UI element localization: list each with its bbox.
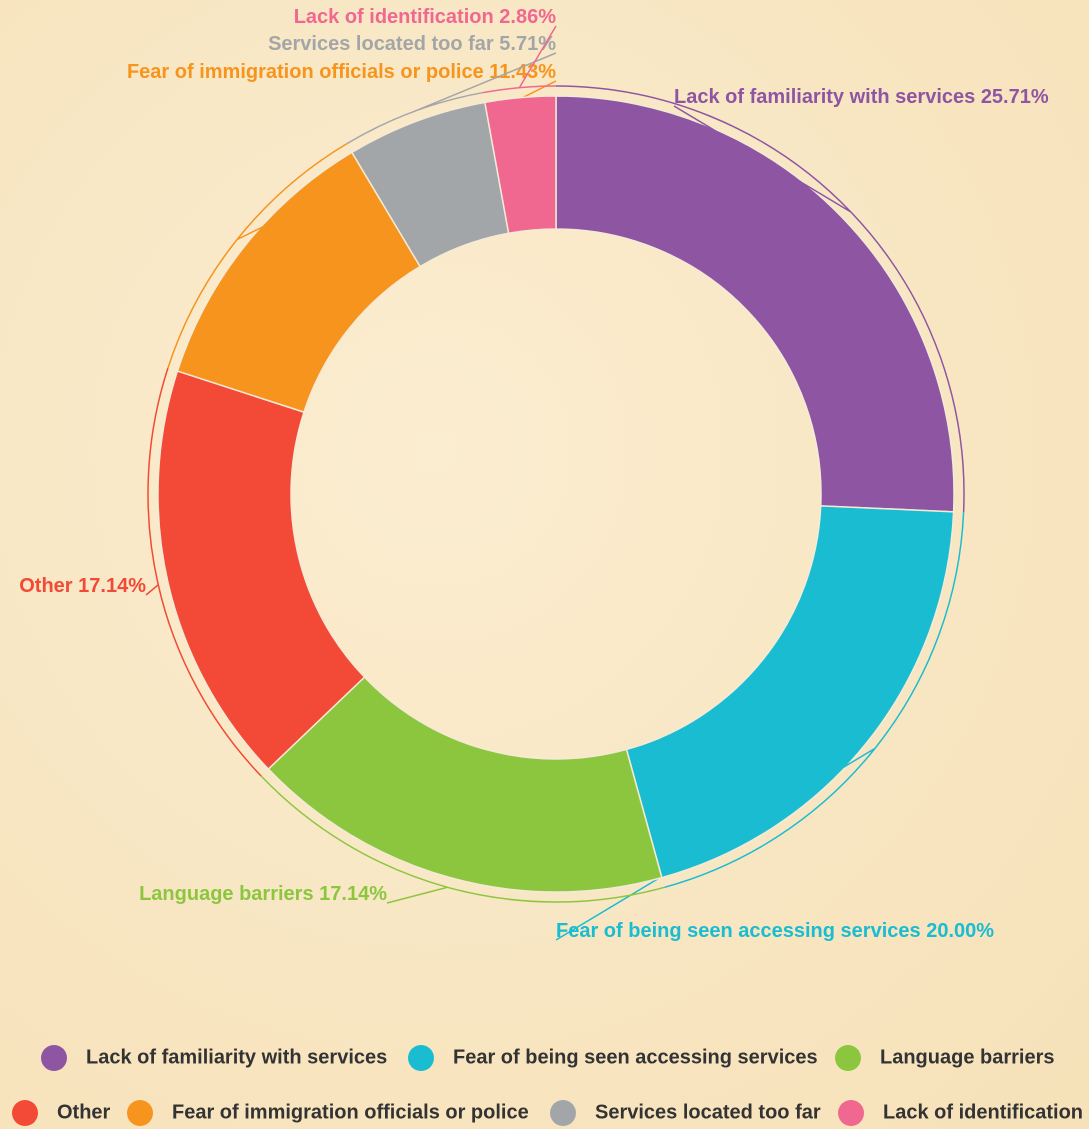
label-name: Fear of being seen accessing services bbox=[556, 920, 921, 942]
leader-line bbox=[555, 85, 965, 513]
label-value: 17.14% bbox=[78, 575, 146, 597]
label-value: 5.71% bbox=[499, 33, 556, 55]
label-name: Lack of identification bbox=[294, 6, 494, 28]
legend-label: Language barriers bbox=[880, 1046, 1055, 1068]
label-value: 11.43% bbox=[489, 61, 556, 83]
label-value: 17.14% bbox=[319, 883, 387, 905]
legend-label: Other bbox=[57, 1101, 111, 1123]
legend-swatch bbox=[41, 1045, 67, 1071]
legend-label: Lack of identification bbox=[883, 1101, 1083, 1123]
label-name: Other bbox=[19, 575, 73, 597]
data-label: Lack of familiarity with services 25.71% bbox=[674, 86, 1049, 108]
legend-label: Fear of immigration officials or police bbox=[172, 1101, 529, 1123]
label-value: 2.86% bbox=[499, 6, 556, 28]
legend-label: Fear of being seen accessing services bbox=[453, 1046, 818, 1068]
data-label: Other 17.14% bbox=[19, 575, 146, 597]
donut-slice bbox=[555, 95, 955, 513]
legend-swatch bbox=[550, 1100, 576, 1126]
leader-line bbox=[145, 367, 262, 777]
legend-swatch bbox=[838, 1100, 864, 1126]
label-name: Services located too far bbox=[268, 33, 494, 55]
leader-line bbox=[555, 512, 965, 941]
legend-swatch bbox=[12, 1100, 38, 1126]
legend-label: Services located too far bbox=[595, 1101, 821, 1123]
label-value: 25.71% bbox=[981, 86, 1049, 108]
leader-line bbox=[346, 52, 557, 145]
leader-line bbox=[482, 25, 557, 94]
leader-line bbox=[260, 775, 665, 904]
donut-slice bbox=[625, 505, 955, 879]
label-value: 20.00% bbox=[926, 920, 994, 942]
legend-swatch bbox=[127, 1100, 153, 1126]
data-label: Fear of immigration officials or police … bbox=[127, 61, 556, 83]
label-name: Lack of familiarity with services bbox=[674, 86, 975, 108]
data-label: Language barriers 17.14% bbox=[139, 883, 387, 905]
data-label: Services located too far 5.71% bbox=[268, 33, 556, 55]
label-name: Language barriers bbox=[139, 883, 314, 905]
legend-swatch bbox=[835, 1045, 861, 1071]
data-label: Fear of being seen accessing services 20… bbox=[556, 920, 994, 942]
legend-swatch bbox=[408, 1045, 434, 1071]
label-name: Fear of immigration officials or police bbox=[127, 61, 484, 83]
data-label: Lack of identification 2.86% bbox=[294, 6, 557, 28]
legend-label: Lack of familiarity with services bbox=[86, 1046, 387, 1068]
donut-slice bbox=[483, 95, 557, 235]
